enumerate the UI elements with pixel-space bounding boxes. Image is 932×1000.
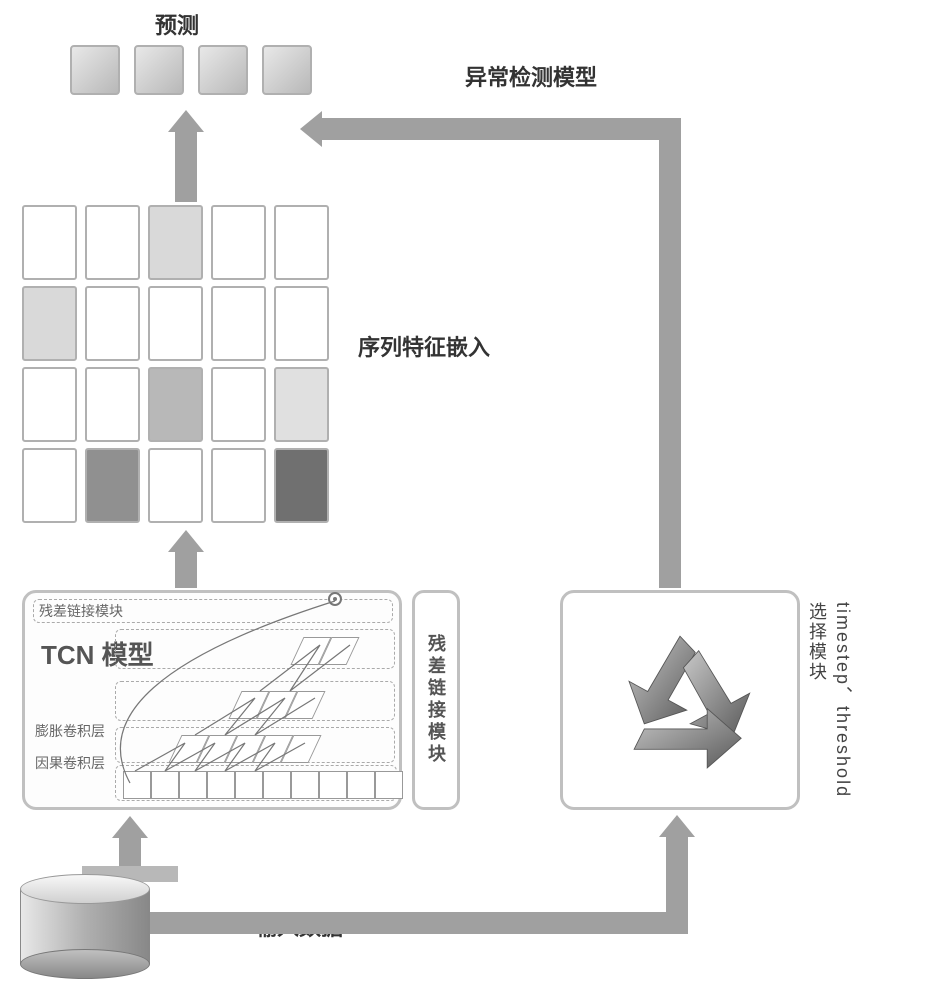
feature-cell [211, 205, 266, 280]
feature-cell [211, 448, 266, 523]
feature-cell [85, 367, 140, 442]
prediction-label: 预测 [155, 8, 199, 40]
tcn-model-panel: 残差链接模块 TCN 模型 膨胀卷积层 因果卷积层 [22, 590, 402, 810]
feature-cell [22, 448, 77, 523]
feature-cell [274, 367, 329, 442]
arrow-anomaly-head [300, 111, 322, 147]
timestep-label-wrap: timestep、threshold 选择模块 [810, 590, 850, 810]
prediction-box [262, 45, 312, 95]
feature-cell [274, 205, 329, 280]
feature-cell [148, 367, 203, 442]
prediction-box [134, 45, 184, 95]
feature-grid [22, 205, 329, 523]
input-data-cylinder [20, 874, 150, 974]
feature-cell [211, 286, 266, 361]
tcn-connections [25, 593, 405, 813]
timestep-panel [560, 590, 800, 810]
feature-cell [148, 205, 203, 280]
prediction-box [70, 45, 120, 95]
arrow-input-to-timestep-v [659, 815, 695, 934]
feature-cell [85, 448, 140, 523]
feature-cell [274, 448, 329, 523]
arrow-timestep-to-anomaly-v [659, 118, 681, 588]
arrow-input-to-timestep-h [150, 912, 670, 934]
feature-embed-label: 序列特征嵌入 [358, 330, 490, 362]
feature-cell [22, 367, 77, 442]
feature-cell [85, 286, 140, 361]
feature-cell [211, 367, 266, 442]
residual-module: 残差链接模块 [412, 590, 460, 810]
residual-module-label: 残差链接模块 [423, 634, 449, 766]
feature-cell [148, 448, 203, 523]
anomaly-model-label: 异常检测模型 [465, 60, 597, 92]
timestep-label: timestep、threshold 选择模块 [804, 602, 856, 798]
arrow-tcn-to-grid [168, 530, 204, 588]
prediction-box [198, 45, 248, 95]
feature-cell [22, 286, 77, 361]
feature-cell [85, 205, 140, 280]
feature-cell [274, 286, 329, 361]
feature-cell [148, 286, 203, 361]
feature-cell [22, 205, 77, 280]
recycle-icon [595, 615, 765, 785]
prediction-row [70, 45, 312, 95]
arrow-grid-to-prediction [168, 110, 204, 202]
arrow-timestep-to-anomaly-h [322, 118, 681, 140]
